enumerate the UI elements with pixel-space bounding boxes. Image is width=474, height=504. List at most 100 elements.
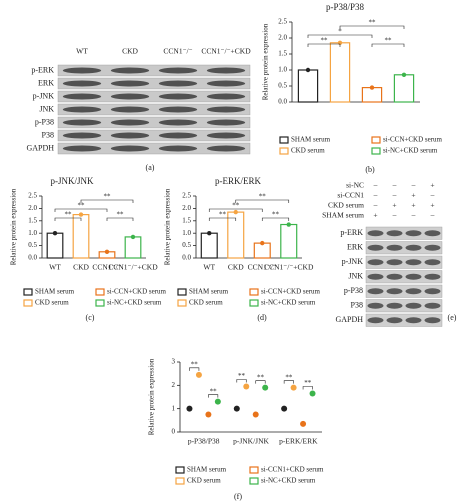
band	[158, 119, 198, 126]
legend-swatch	[279, 136, 289, 144]
x-tick-label: p-ERK/ERK	[279, 437, 318, 446]
bar-mean-dot	[78, 212, 84, 217]
legend-swatch	[175, 466, 185, 474]
significance-label: **	[238, 372, 246, 380]
blot-strip	[365, 313, 443, 327]
legend-swatch	[177, 299, 187, 307]
significance-label: **	[117, 211, 125, 219]
band	[110, 80, 150, 87]
band	[62, 80, 102, 87]
dot	[195, 371, 202, 378]
row-label: ERK	[38, 78, 54, 87]
band	[206, 93, 246, 100]
row-label: P38	[42, 130, 54, 139]
panel-label: (e)	[448, 313, 457, 322]
significance-bracket	[208, 217, 237, 221]
band	[367, 273, 384, 280]
x-tick-label: CCN1⁻/⁻	[248, 263, 277, 272]
y-tick-label: 2.5	[182, 192, 191, 200]
band	[386, 317, 403, 324]
significance-label: **	[272, 211, 280, 219]
legend-swatch	[279, 147, 289, 155]
row-label: p-P38	[35, 117, 54, 126]
chart-title: p-ERK/ERK	[215, 176, 261, 186]
significance-bracket	[208, 208, 263, 212]
condition-label: si-CCN1	[337, 191, 364, 200]
condition-sign: +	[411, 201, 415, 210]
band	[386, 302, 403, 309]
band	[367, 244, 384, 251]
bar	[200, 232, 218, 259]
band	[405, 230, 422, 237]
bar-mean-dot	[401, 72, 407, 78]
condition-sign: –	[411, 181, 416, 190]
blot-strip	[57, 64, 251, 77]
band	[386, 230, 403, 237]
band	[386, 259, 403, 266]
x-tick-label: CKD	[228, 263, 244, 272]
band	[386, 244, 403, 251]
y-tick-label: 1.0	[278, 66, 287, 74]
significance-label: **	[65, 211, 73, 219]
chart-title: p-P38/P38	[326, 2, 365, 12]
x-tick-label: CKD	[73, 263, 89, 272]
band	[206, 132, 246, 139]
significance-bracket	[189, 367, 200, 371]
band	[424, 317, 441, 324]
condition-sign: +	[392, 201, 396, 210]
blot-strip	[365, 226, 443, 240]
band	[424, 302, 441, 309]
y-tick-label: 3	[172, 358, 176, 366]
significance-bracket	[236, 379, 247, 383]
row-label: p-ERK	[340, 228, 363, 237]
row-label: p-ERK	[31, 65, 54, 74]
dot	[252, 411, 259, 418]
band	[110, 145, 150, 152]
y-tick-label: 1	[172, 404, 176, 412]
bar-mean-dot	[130, 234, 136, 240]
blot-strip	[57, 129, 251, 142]
band	[424, 259, 441, 266]
band	[206, 67, 246, 74]
legend-swatch	[23, 299, 33, 307]
panel-label: (a)	[146, 163, 155, 172]
band	[110, 132, 150, 139]
blot-strip	[57, 116, 251, 129]
band	[62, 119, 102, 126]
x-tick-label: p-JNK/JNK	[233, 437, 269, 446]
legend-swatch	[249, 299, 259, 307]
band	[367, 302, 384, 309]
band	[424, 288, 441, 295]
y-axis-label: Relative protein expression	[262, 23, 270, 100]
bar	[124, 236, 142, 259]
y-tick-label: 1.5	[278, 50, 287, 58]
dot	[281, 405, 288, 412]
band	[424, 273, 441, 280]
y-axis-label: Relative protein expression	[10, 188, 18, 265]
row-label: p-JNK	[342, 257, 364, 266]
condition-label: CKD serum	[328, 201, 364, 210]
significance-bracket	[307, 43, 341, 47]
legend-label: CKD serum	[189, 299, 223, 307]
significance-label: **	[78, 202, 86, 210]
band	[405, 317, 422, 324]
band	[158, 93, 198, 100]
band	[62, 67, 102, 74]
y-tick-label: 0.0	[278, 98, 287, 106]
legend-swatch	[249, 477, 259, 485]
row-label: JNK	[348, 272, 363, 281]
legend-label: si-CCN1+CKD serum	[261, 466, 324, 474]
row-label: JNK	[39, 104, 54, 113]
band	[405, 273, 422, 280]
dot	[309, 390, 316, 397]
band	[405, 259, 422, 266]
significance-label: **	[259, 193, 267, 201]
dot	[243, 383, 250, 390]
lane-label: WT	[76, 47, 88, 56]
legend-swatch	[249, 466, 259, 474]
band	[206, 119, 246, 126]
dot	[186, 405, 193, 412]
condition-sign: +	[430, 181, 434, 190]
x-tick-label: WT	[203, 263, 215, 272]
